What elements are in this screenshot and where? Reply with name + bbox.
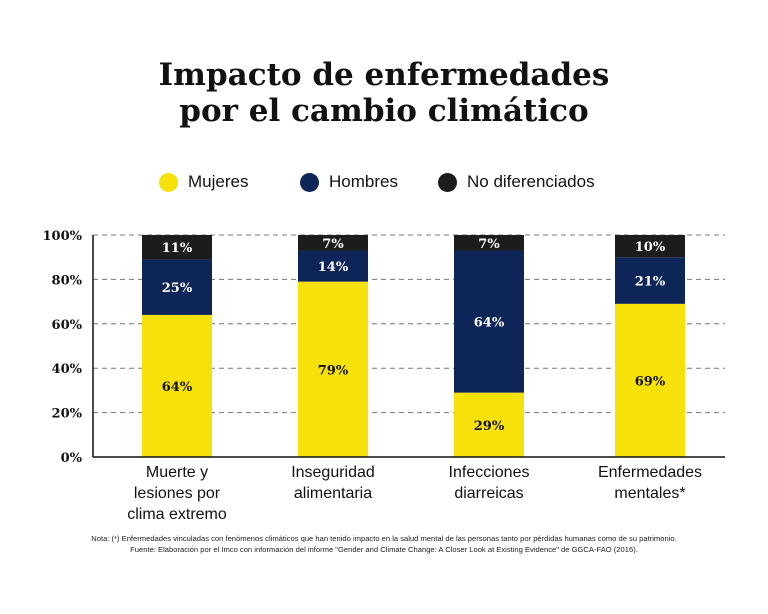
data-label-mujeres-2: 29% — [474, 419, 505, 434]
data-label-mujeres-1: 79% — [318, 363, 349, 378]
y-tick-label-80: 80% — [52, 273, 83, 288]
bar-segment-mujeres-0 — [142, 314, 212, 457]
bar-segment-mujeres-2 — [454, 392, 524, 457]
x-tick-label-3-line-1: mentales* — [614, 485, 685, 502]
y-tick-label-100: 100% — [43, 229, 83, 244]
data-label-hombres-0: 25% — [162, 281, 193, 296]
bar-segment-hombres-1 — [298, 250, 368, 282]
data-label-hombres-3: 21% — [635, 275, 666, 290]
x-tick-label-1-line-1: alimentaria — [294, 485, 372, 502]
x-tick-label-0-line-2: clima extremo — [127, 506, 227, 523]
legend-item-mujeres: Mujeres — [159, 170, 248, 194]
legend-label-no-diferenciados: No diferenciados — [467, 172, 595, 191]
data-label-no-diferenciados-0: 11% — [162, 241, 193, 256]
legend-label-mujeres: Mujeres — [188, 172, 249, 191]
footnote: Nota: (*) Enfermedades vinculadas con fe… — [91, 534, 677, 543]
bar-segment-no-diferenciados-2 — [454, 235, 524, 251]
title-line-2: por el cambio climático — [179, 93, 589, 129]
legend-swatch-hombres — [300, 172, 319, 192]
data-label-mujeres-0: 64% — [162, 380, 193, 395]
bar-segment-hombres-0 — [142, 259, 212, 315]
legend-item-hombres: Hombres — [300, 170, 398, 194]
data-label-hombres-1: 14% — [318, 260, 349, 275]
source-note: Fuente: Elaboración por el Imco con info… — [130, 545, 638, 554]
data-label-mujeres-3: 69% — [635, 374, 666, 389]
y-tick-label-60: 60% — [52, 318, 83, 333]
bar-segment-no-diferenciados-3 — [615, 235, 685, 258]
x-tick-label-3-line-0: Enfermedades — [598, 464, 702, 481]
bar-segment-hombres-2 — [454, 250, 524, 393]
bar-segment-hombres-3 — [615, 257, 685, 304]
legend-swatch-no-diferenciados — [438, 172, 457, 192]
bar-segment-mujeres-1 — [298, 281, 368, 457]
x-tick-label-1-line-0: Inseguridad — [291, 464, 375, 481]
bar-segment-no-diferenciados-0 — [142, 235, 212, 260]
legend: Mujeres Hombres No diferenciados — [0, 170, 768, 194]
data-label-no-diferenciados-3: 10% — [635, 240, 666, 255]
x-tick-label-0-line-1: lesiones por — [134, 485, 221, 502]
title-line-1: Impacto de enfermedades — [158, 57, 610, 93]
data-label-no-diferenciados-2: 7% — [478, 237, 500, 252]
chart-title: Impacto de enfermedades por el cambio cl… — [0, 57, 768, 129]
x-tick-label-2-line-0: Infecciones — [449, 464, 530, 481]
data-label-hombres-2: 64% — [474, 316, 505, 331]
legend-item-no-diferenciados: No diferenciados — [438, 170, 595, 194]
x-tick-label-0-line-0: Muerte y — [146, 464, 208, 481]
data-label-no-diferenciados-1: 7% — [322, 237, 344, 252]
y-tick-label-40: 40% — [52, 362, 83, 377]
legend-label-hombres: Hombres — [329, 172, 398, 191]
bar-segment-mujeres-3 — [615, 303, 685, 457]
y-tick-label-0: 0% — [61, 451, 83, 466]
x-tick-label-2-line-1: diarreicas — [454, 485, 523, 502]
y-tick-label-20: 20% — [52, 407, 83, 422]
legend-swatch-mujeres — [159, 172, 178, 192]
bar-segment-no-diferenciados-1 — [298, 235, 368, 251]
